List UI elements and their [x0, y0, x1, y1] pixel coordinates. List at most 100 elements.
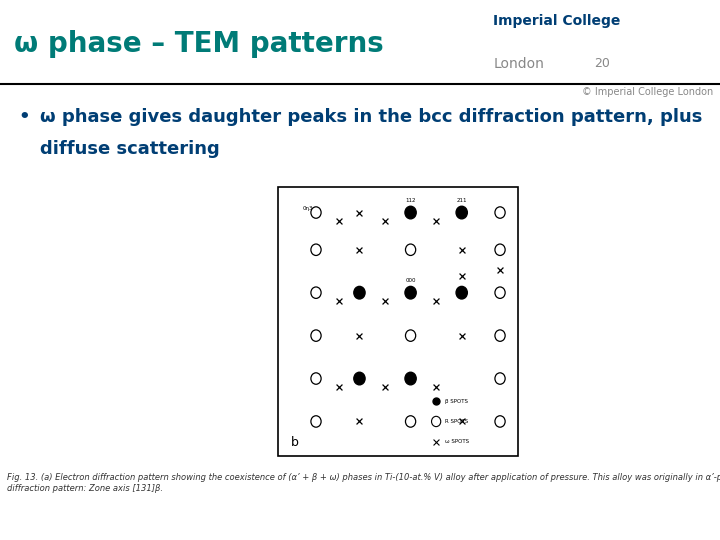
- Point: [610, 230, 621, 238]
- Point: [544, 396, 555, 404]
- Point: [128, 344, 140, 353]
- Point: [638, 186, 649, 195]
- Point: [612, 299, 624, 307]
- Point: [677, 406, 688, 414]
- Point: [207, 379, 218, 388]
- Point: [617, 417, 629, 426]
- Point: [595, 304, 606, 313]
- Point: [603, 356, 614, 364]
- Point: [633, 183, 644, 191]
- Point: [159, 185, 171, 194]
- Point: [531, 175, 543, 184]
- Point: [557, 366, 569, 375]
- Point: [575, 436, 587, 444]
- Point: [546, 332, 557, 341]
- Point: [620, 454, 631, 462]
- Point: [707, 188, 719, 197]
- Point: [590, 332, 602, 340]
- Point: [19, 448, 30, 457]
- Point: [547, 333, 559, 341]
- Point: [30, 340, 42, 349]
- Point: [14, 204, 26, 212]
- Point: [4, 265, 15, 274]
- Point: [683, 437, 695, 445]
- Point: [648, 348, 660, 357]
- Point: [554, 202, 565, 211]
- Point: [64, 371, 76, 380]
- Point: [130, 195, 141, 204]
- Point: [169, 296, 181, 305]
- Point: [675, 410, 687, 419]
- Point: [596, 297, 608, 306]
- Point: [5, 323, 17, 332]
- Point: [570, 333, 582, 342]
- Point: [693, 307, 705, 316]
- Point: [587, 303, 598, 312]
- Point: [536, 293, 548, 302]
- Point: [590, 207, 601, 215]
- Point: [671, 454, 683, 463]
- Point: [704, 201, 716, 210]
- Point: [135, 276, 146, 285]
- Point: [559, 392, 571, 401]
- Point: [567, 450, 578, 458]
- Point: [135, 319, 147, 327]
- Point: [564, 192, 575, 201]
- Point: [108, 402, 120, 411]
- Point: [601, 255, 613, 264]
- Point: [73, 222, 85, 231]
- Point: [148, 261, 160, 269]
- Point: [120, 198, 131, 207]
- Point: [677, 273, 688, 281]
- Point: [634, 272, 646, 280]
- Point: [211, 211, 222, 219]
- Point: [560, 280, 572, 288]
- Point: [662, 201, 673, 210]
- Point: [145, 390, 156, 399]
- Point: [595, 441, 607, 449]
- Point: [629, 240, 641, 249]
- Point: [667, 289, 679, 298]
- Point: [622, 373, 634, 382]
- Point: [696, 290, 708, 299]
- Point: [588, 325, 600, 334]
- Point: [698, 416, 710, 424]
- Point: [670, 406, 681, 415]
- Point: [663, 288, 675, 297]
- Point: [30, 401, 42, 410]
- Point: [593, 449, 605, 458]
- Point: [213, 243, 225, 252]
- Point: [688, 427, 699, 435]
- Point: [44, 208, 55, 217]
- Point: [616, 307, 628, 315]
- Point: [629, 422, 640, 431]
- Point: [181, 354, 192, 363]
- Point: [693, 368, 704, 376]
- Point: [661, 404, 672, 413]
- Point: [575, 332, 586, 340]
- Point: [688, 226, 699, 235]
- Point: [639, 261, 650, 270]
- Point: [556, 311, 567, 320]
- Point: [3, 211, 14, 219]
- Point: [52, 208, 63, 217]
- Point: [108, 268, 120, 277]
- Point: [707, 422, 719, 430]
- Point: [201, 267, 212, 276]
- Point: [224, 429, 235, 438]
- Point: [191, 404, 202, 413]
- Point: [652, 323, 664, 332]
- Point: [568, 345, 580, 354]
- Point: [539, 406, 550, 414]
- Point: [171, 215, 182, 224]
- Point: [52, 255, 63, 264]
- Point: [105, 225, 117, 234]
- Point: [181, 359, 193, 367]
- Point: [256, 293, 267, 302]
- Point: [688, 417, 699, 426]
- Point: [643, 224, 654, 233]
- Point: [585, 441, 597, 450]
- Point: [556, 248, 567, 257]
- Point: [564, 193, 576, 201]
- Point: [236, 313, 248, 322]
